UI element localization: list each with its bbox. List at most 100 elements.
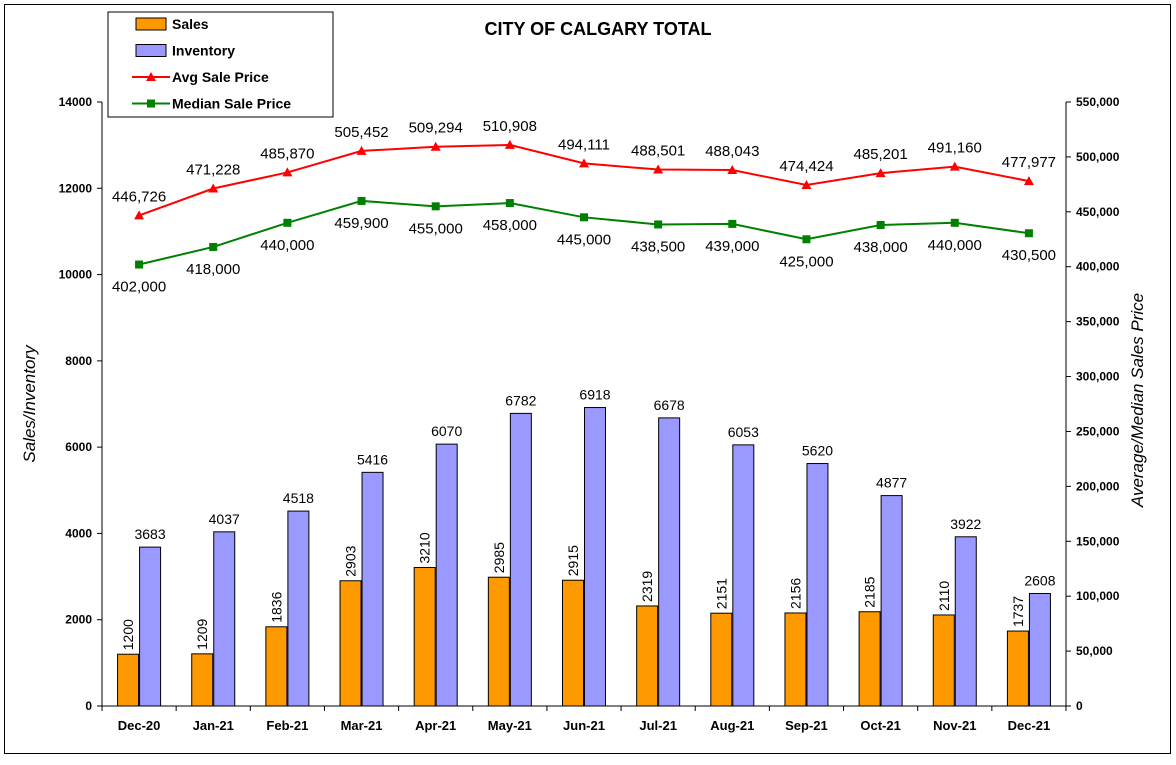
data-label-avg-price: 474,424 <box>779 158 833 175</box>
y-tick-label: 4000 <box>65 526 92 540</box>
x-tick-label: Sep-21 <box>785 718 828 733</box>
y2-tick-label: 450,000 <box>1076 205 1120 219</box>
bar-sales <box>265 626 288 707</box>
data-label-median-price: 455,000 <box>409 220 463 237</box>
data-label-sales: 1737 <box>1010 596 1026 627</box>
data-label-sales: 2985 <box>491 542 507 573</box>
marker-avg-price <box>653 164 664 174</box>
marker-median-price <box>802 235 811 244</box>
bar-inventory <box>880 495 903 707</box>
data-label-avg-price: 488,043 <box>705 143 759 160</box>
x-tick-label: Mar-21 <box>341 718 383 733</box>
marker-median-price <box>209 242 218 251</box>
data-label-sales: 1200 <box>120 619 136 650</box>
y2-axis-title: Average/Median Sales Price <box>1128 293 1147 508</box>
y2-tick-label: 200,000 <box>1076 479 1120 493</box>
legend-label: Avg Sale Price <box>172 69 269 85</box>
marker-median-price <box>135 260 144 269</box>
bar-sales <box>413 567 436 707</box>
x-tick-label: Oct-21 <box>860 718 900 733</box>
data-label-avg-price: 485,870 <box>260 145 314 162</box>
data-label-median-price: 430,500 <box>1002 247 1056 264</box>
bar-inventory <box>213 531 236 707</box>
data-label-median-price: 438,500 <box>631 238 685 255</box>
axes-layer: 0 2000 4000 6000 8000 10000 12000 14000 0 50,000 1… <box>59 95 1120 733</box>
marker-median-price <box>728 219 737 228</box>
data-label-avg-price: 505,452 <box>334 124 388 141</box>
data-label-inventory: 4037 <box>209 511 240 527</box>
data-label-avg-price: 510,908 <box>483 118 537 135</box>
x-tick-label: Aug-21 <box>710 718 754 733</box>
data-label-median-price: 418,000 <box>186 261 240 278</box>
y-tick-label: 8000 <box>65 354 92 368</box>
marker-median-price <box>283 218 292 227</box>
legend-label: Median Sale Price <box>172 96 291 112</box>
data-label-median-price: 445,000 <box>557 231 611 248</box>
bar-inventory <box>584 407 606 707</box>
x-tick-label: Dec-21 <box>1008 718 1051 733</box>
data-label-sales: 2915 <box>565 545 581 576</box>
y2-tick-label: 350,000 <box>1076 315 1120 329</box>
bar-sales <box>339 580 362 707</box>
data-label-avg-price: 509,294 <box>409 120 463 137</box>
bar-sales <box>784 612 807 707</box>
x-tick-label: Apr-21 <box>415 718 456 733</box>
legend-label: Sales <box>172 16 209 32</box>
marker-median-price <box>950 218 959 227</box>
data-labels-layer: 1200 1209 1836 2903 3210 2985 2915 2319 2151 2156… <box>112 118 1056 650</box>
legend-marker-square <box>147 99 155 108</box>
data-label-sales: 2319 <box>639 571 655 602</box>
data-label-median-price: 458,000 <box>483 217 537 234</box>
data-label-sales: 1836 <box>268 591 284 622</box>
data-label-inventory: 2608 <box>1024 572 1055 588</box>
data-label-median-price: 438,000 <box>853 239 907 256</box>
data-label-sales: 2156 <box>787 578 803 609</box>
data-label-sales: 2151 <box>713 578 729 609</box>
data-label-inventory: 4877 <box>876 475 907 491</box>
data-label-inventory: 3683 <box>134 526 165 542</box>
data-label-inventory: 3922 <box>950 516 981 532</box>
bar-inventory <box>732 444 755 707</box>
x-tick-label: Nov-21 <box>933 718 976 733</box>
marker-avg-price <box>430 141 441 151</box>
legend: Sales Inventory Avg Sale Price Median Sale … <box>107 11 334 118</box>
data-label-sales: 2185 <box>862 576 878 607</box>
data-label-median-price: 440,000 <box>260 237 314 254</box>
legend-swatch-sales <box>135 17 167 31</box>
y2-tick-label: 250,000 <box>1076 424 1120 438</box>
marker-avg-price <box>875 168 886 178</box>
bar-sales <box>636 605 659 707</box>
bar-inventory <box>287 510 310 707</box>
marker-avg-price <box>356 145 367 155</box>
x-tick-label: Jan-21 <box>193 718 234 733</box>
marker-avg-price <box>727 165 738 175</box>
marker-median-price <box>431 202 440 211</box>
bar-sales <box>487 576 510 707</box>
data-label-sales: 2110 <box>936 581 952 611</box>
bar-inventory <box>954 536 977 707</box>
y2-tick-label: 550,000 <box>1076 95 1120 109</box>
bar-inventory <box>1028 592 1051 707</box>
data-label-inventory: 6678 <box>654 397 685 413</box>
y2-tick-label: 150,000 <box>1076 534 1120 548</box>
marker-median-price <box>654 220 663 229</box>
bar-inventory <box>509 412 532 707</box>
data-label-median-price: 439,000 <box>705 238 759 255</box>
data-label-avg-price: 446,726 <box>112 188 166 205</box>
y2-tick-label: 0 <box>1076 699 1083 713</box>
bar-inventory <box>658 417 681 707</box>
y-tick-label: 6000 <box>65 440 92 454</box>
data-label-inventory: 5620 <box>802 443 833 459</box>
bar-sales <box>562 579 584 707</box>
bar-sales <box>191 653 214 707</box>
marker-median-price <box>505 199 514 208</box>
y-tick-label: 2000 <box>65 613 92 627</box>
data-label-inventory: 6918 <box>579 387 610 403</box>
bar-sales <box>1006 630 1029 707</box>
y2-tick-label: 100,000 <box>1076 589 1120 603</box>
x-tick-label: Jul-21 <box>639 718 677 733</box>
y-tick-label: 12000 <box>59 181 93 195</box>
marker-median-price <box>357 196 366 205</box>
